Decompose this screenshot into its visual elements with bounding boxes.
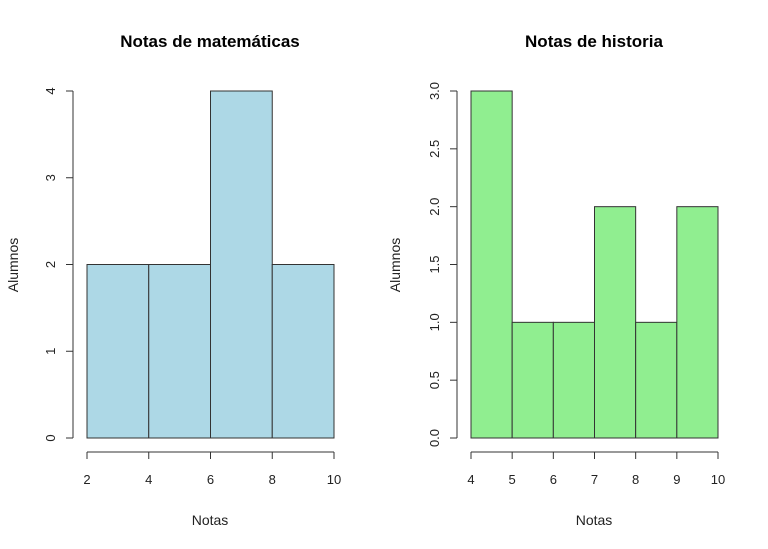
bars [86, 90, 335, 439]
x-axis-label: Notas [192, 512, 229, 528]
histogram-bar [594, 206, 637, 439]
y-tick-label: 2.5 [427, 140, 442, 158]
y-tick-label: 1.0 [427, 313, 442, 331]
y-tick-label: 0.5 [427, 371, 442, 389]
bars [470, 90, 719, 439]
x-tick-label: 4 [145, 472, 152, 487]
y-axis: 0 1 2 3 4 [43, 87, 74, 442]
histogram-panel-history: Notas de historia Notas Alumnos 4 5 6 7 8 9 10… [387, 32, 725, 528]
y-tick-label: 2 [43, 261, 58, 268]
histogram-bar [552, 321, 595, 439]
y-tick-label: 3 [43, 174, 58, 181]
histogram-bar [470, 90, 513, 439]
y-tick-label: 4 [43, 87, 58, 94]
x-axis: 4 5 6 7 8 9 10 [467, 451, 725, 487]
x-tick-label: 9 [673, 472, 680, 487]
x-tick-label: 4 [467, 472, 474, 487]
y-axis-label: Alumnos [5, 238, 21, 292]
histogram-bar [271, 264, 335, 439]
chart-title: Notas de historia [525, 32, 663, 51]
y-tick-label: 2.0 [427, 198, 442, 216]
histogram-bar [148, 264, 211, 439]
x-tick-label: 2 [83, 472, 90, 487]
y-tick-label: 0.0 [427, 429, 442, 447]
x-axis: 2 4 6 8 10 [83, 451, 341, 487]
y-tick-label: 0 [43, 434, 58, 441]
x-tick-label: 8 [269, 472, 276, 487]
x-axis-label: Notas [576, 512, 613, 528]
histogram-bar [635, 321, 678, 439]
x-tick-label: 6 [550, 472, 557, 487]
x-tick-label: 8 [632, 472, 639, 487]
x-tick-label: 7 [591, 472, 598, 487]
y-axis-label: Alumnos [387, 238, 403, 292]
histogram-panel-math: Notas de matemáticas Notas Alumnos 2 4 6 8 1… [5, 32, 341, 528]
x-tick-label: 5 [509, 472, 516, 487]
chart-title: Notas de matemáticas [120, 32, 300, 51]
x-tick-label: 6 [207, 472, 214, 487]
histogram-bar [511, 321, 554, 439]
x-tick-label: 10 [327, 472, 341, 487]
x-tick-label: 10 [711, 472, 725, 487]
histogram-bar [676, 206, 719, 439]
histogram-bar [210, 90, 273, 439]
y-tick-label: 1.5 [427, 255, 442, 273]
y-axis: 0.0 0.5 1.0 1.5 2.0 2.5 3.0 [427, 82, 458, 447]
histogram-bar [86, 264, 150, 439]
y-tick-label: 3.0 [427, 82, 442, 100]
y-tick-label: 1 [43, 348, 58, 355]
